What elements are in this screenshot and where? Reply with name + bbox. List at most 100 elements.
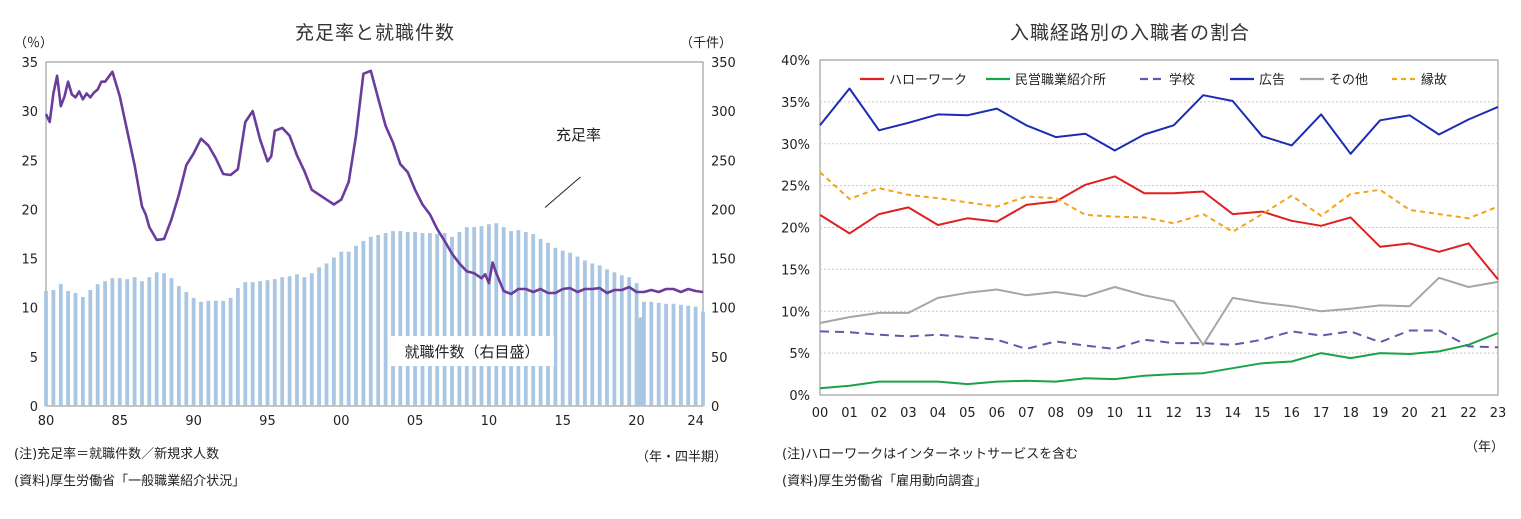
left-xlabel: （年・四半期）: [636, 450, 728, 465]
x-tick-label: 18: [1342, 406, 1359, 421]
bar: [464, 227, 469, 406]
y-tick-label: 30%: [781, 138, 810, 153]
x-tick-label: 05: [407, 414, 424, 429]
x-tick-label: 24: [687, 414, 704, 429]
bar: [243, 282, 248, 406]
x-tick-label: 00: [812, 406, 829, 421]
plot-area: [45, 61, 704, 407]
bar: [317, 267, 321, 406]
bar: [221, 300, 226, 406]
bar: [302, 277, 307, 406]
x-tick-label: 19: [1372, 406, 1389, 421]
series-line: [819, 87, 1499, 155]
bar: [649, 301, 654, 406]
x-tick-label: 23: [1490, 406, 1507, 421]
y-right-tick-label: 150: [711, 253, 736, 268]
bar: [88, 290, 93, 406]
y-right-tick-label: 100: [711, 302, 736, 317]
y-left-tick-label: 5: [30, 351, 38, 366]
y-left-tick-label: 30: [21, 105, 38, 120]
series-line: [819, 171, 1499, 233]
bar: [693, 306, 698, 406]
bar: [671, 303, 676, 406]
series-line: [819, 175, 1499, 281]
bar: [553, 247, 558, 406]
bar: [213, 300, 218, 406]
bar: [95, 284, 100, 406]
x-tick-label: 13: [1195, 406, 1212, 421]
bar: [169, 278, 174, 406]
bar: [324, 263, 329, 406]
bar: [184, 292, 189, 406]
legend-label: 縁故: [1421, 72, 1447, 88]
x-tick-label: 20: [1401, 406, 1418, 421]
y-tick-label: 15%: [781, 263, 810, 278]
legend-label: 民営職業紹介所: [1015, 72, 1106, 88]
bar: [472, 227, 477, 406]
bar: [413, 232, 417, 406]
bar: [686, 305, 691, 406]
right-chart-panel: 入職経路別の入職者の割合 0% 5% 10% 15% 20% 25% 30% 35% 40% 00…: [760, 0, 1521, 519]
bar: [450, 236, 454, 406]
x-tick-label: 20: [628, 414, 645, 429]
bar: [250, 282, 255, 406]
line-annotation: 充足率: [556, 126, 601, 144]
y-left-tick-label: 15: [21, 253, 38, 268]
x-tick-label: 01: [841, 406, 858, 421]
bar: [132, 277, 137, 406]
left-chart-panel: 充足率と就職件数 0 5 10 15 20 25 30 35 0 50 100 150 200 250 30…: [0, 0, 740, 519]
right-xlabel: （年）: [1465, 440, 1505, 455]
left-chart-title: 充足率と就職件数: [295, 22, 456, 44]
bar: [442, 233, 447, 406]
bar: [280, 277, 285, 406]
bar: [531, 234, 536, 406]
bar: [44, 291, 48, 406]
y-left-unit-label: （％）: [14, 36, 53, 51]
y-right-tick-label: 50: [711, 351, 728, 366]
legend-label: その他: [1329, 73, 1368, 88]
bar: [228, 297, 233, 406]
x-tick-label: 16: [1283, 406, 1300, 421]
x-tick-label: 09: [1077, 406, 1094, 421]
bar: [405, 232, 410, 406]
right-note: (注)ハローワークはインターネットサービスを含む: [782, 447, 1079, 462]
x-tick-label: 05: [959, 406, 976, 421]
bar: [656, 302, 661, 406]
bar: [162, 273, 166, 406]
bar: [376, 235, 381, 406]
bar: [117, 278, 122, 406]
y-tick-label: 10%: [781, 305, 810, 320]
bar: [58, 284, 63, 406]
bar: [258, 281, 262, 406]
bar: [339, 251, 344, 406]
bar: [501, 227, 506, 406]
x-tick-label: 04: [930, 406, 947, 421]
bar: [538, 238, 543, 406]
y-tick-label: 20%: [781, 222, 810, 237]
x-tick-label: 10: [1107, 406, 1124, 421]
bar: [368, 236, 373, 406]
bar: [627, 277, 632, 406]
bar: [638, 317, 643, 406]
series-line: [819, 332, 1499, 390]
bar: [568, 252, 572, 406]
bar: [575, 256, 580, 406]
right-chart-svg: 0% 5% 10% 15% 20% 25% 30% 35% 40% 00 01 02 03 04 05 06 0…: [781, 54, 1507, 421]
y-right-tick-label: 250: [711, 154, 736, 169]
x-tick-label: 21: [1431, 406, 1448, 421]
bar: [154, 272, 159, 406]
bar: [479, 226, 484, 406]
bar: [191, 297, 196, 406]
legend-label: 学校: [1169, 72, 1195, 88]
bar: [361, 240, 366, 406]
bar: [73, 293, 78, 406]
bar: [679, 304, 683, 406]
bar: [295, 274, 299, 406]
y-left-tick-label: 20: [21, 203, 38, 218]
y-tick-label: 40%: [781, 54, 810, 69]
y-left-tick-label: 35: [21, 56, 38, 71]
bar: [103, 281, 107, 406]
x-tick-label: 14: [1224, 406, 1241, 421]
bar: [346, 251, 351, 406]
